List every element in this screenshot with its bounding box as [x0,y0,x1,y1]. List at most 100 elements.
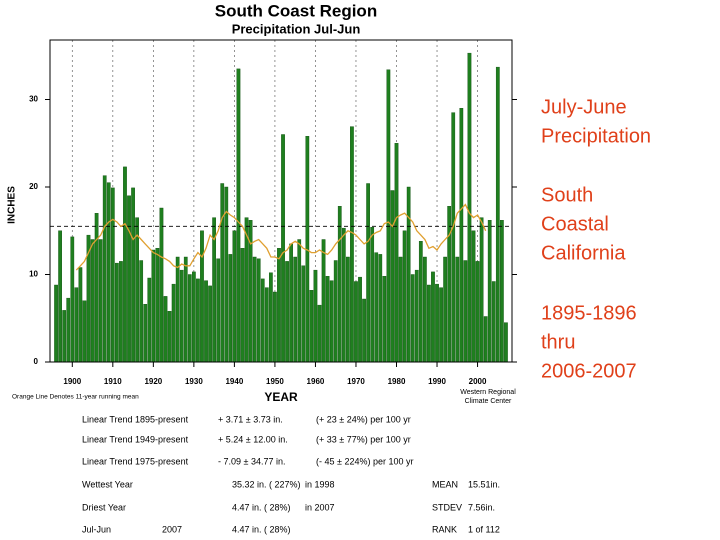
bar [220,183,225,363]
bar [443,256,447,363]
bar [504,322,508,363]
bar [362,298,366,363]
bar [293,256,298,363]
stat-cell: Wettest Year [82,479,133,489]
bar [374,252,379,363]
y-tick-label: 0 [34,357,39,366]
bar [264,287,269,363]
bar [269,272,273,363]
bar [98,239,103,363]
stat-cell: MEAN [432,479,458,489]
bar [427,284,431,363]
bar [66,297,71,363]
bar [350,126,354,363]
bar [354,281,358,363]
bar [62,310,67,363]
bar [236,68,241,363]
x-tick-label: 1980 [388,377,406,386]
bar [309,290,314,363]
bar [313,269,318,363]
bar [256,258,261,363]
bar [244,217,249,363]
stat-cell: (+ 33 ± 77%) per 100 yr [316,434,411,444]
bar [487,220,492,363]
stat-cell: Linear Trend 1949-present [82,434,189,444]
bar [418,241,423,363]
bar [431,271,435,363]
side-text: thru [541,331,575,353]
bar [232,230,237,363]
bar [321,239,326,363]
bar [500,220,504,363]
bar [102,175,107,363]
bar [252,256,257,363]
bar [123,166,127,363]
bar [208,285,212,363]
bar [179,269,184,363]
bar [260,278,265,363]
bar [240,248,245,363]
bar [135,217,139,363]
stat-cell: RANK [432,524,457,534]
stat-cell: (+ 23 ± 24%) per 100 yr [316,414,411,424]
x-axis-label: YEAR [264,390,298,404]
bar [119,261,123,363]
bar [341,227,346,363]
bar [346,256,350,363]
side-text: California [541,242,626,264]
bar [406,186,411,363]
side-text: Precipitation [541,125,651,147]
stat-cell: Jul-Jun [82,524,111,534]
bar [115,262,119,363]
credit: Climate Center [465,398,512,405]
bar [159,207,164,363]
x-tick-label: 1940 [225,377,243,386]
y-axis-label: INCHES [7,186,18,224]
chart-title: South Coast Region [215,1,377,20]
bar [204,280,208,363]
bar [196,278,200,363]
bar [301,265,306,363]
bar [187,274,192,363]
bar [94,213,99,363]
bar [495,66,500,363]
stat-cell: Linear Trend 1895-present [82,414,189,424]
stat-cell: in 1998 [305,479,335,489]
bar [333,260,338,363]
bar [467,52,472,363]
bar [414,269,419,363]
x-tick-label: 1950 [266,377,284,386]
bar [106,182,111,363]
x-tick-label: 1930 [185,377,203,386]
bar [139,260,144,363]
bar [151,249,156,363]
bar [171,283,176,363]
stat-cell: 35.32 in. ( 227%) [232,479,301,489]
bar [175,256,180,363]
bar [378,254,383,363]
side-text: July-June [541,96,627,118]
bar [216,258,221,363]
bar [82,300,87,363]
bar [70,236,75,363]
x-tick-label: 1970 [347,377,365,386]
x-tick-label: 1990 [428,377,446,386]
bar [390,190,395,363]
bar [147,277,152,363]
bar [54,284,58,363]
bar [402,230,407,363]
side-text: 1895-1896 [541,302,637,324]
stat-cell: Linear Trend 1975-present [82,456,189,466]
y-tick-label: 30 [29,95,38,104]
running-mean [75,203,487,271]
bar [329,280,334,363]
bar [370,227,375,363]
bar [289,243,293,363]
bar [163,296,168,363]
bar [366,183,370,363]
stat-cell: + 5.24 ± 12.00 in. [218,434,288,444]
stat-cell: in 2007 [305,502,335,512]
stat-cell: - 7.09 ± 34.77 in. [218,456,285,466]
stat-cell: STDEV [432,502,462,512]
